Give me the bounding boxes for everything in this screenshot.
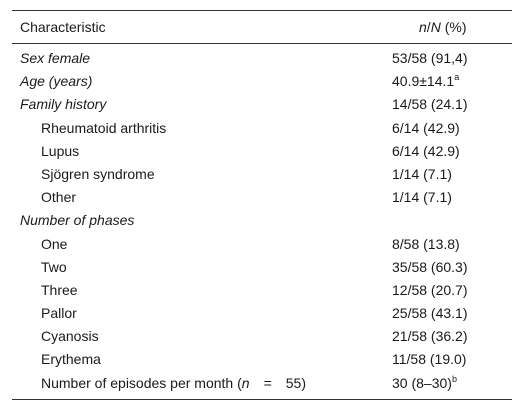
table-header: Characteristic n/N (%) [12,11,512,44]
header-pct: (%) [440,19,467,35]
table-row: Cyanosis 21/58 (36.2) [12,325,512,348]
table-row: Three 12/58 (20.7) [12,279,512,302]
footnote-marker: a [454,72,460,83]
footnote-marker: b [451,373,457,384]
row-label: Other [41,189,77,206]
table-row: Sjögren syndrome 1/14 (7.1) [12,163,512,186]
row-value: 8/58 (13.8) [392,235,460,252]
header-n-over-n: n/N (%) [419,19,466,35]
row-label: Erythema [41,351,101,368]
table-row: Other 1/14 (7.1) [12,186,512,209]
row-label-eq: = [263,374,272,391]
row-label-num: 55) [285,374,306,391]
table-row: Sex female 53/58 (91,4) [12,47,512,70]
table-body: Sex female 53/58 (91,4) Age (years) 40.9… [12,44,512,395]
table-bottom-rule [12,398,512,400]
row-label: Sex female [20,50,91,66]
table-row: Number of phases [12,209,512,232]
table-row: Erythema 11/58 (19.0) [12,348,512,371]
row-value: 25/58 (43.1) [392,305,468,322]
header-characteristic: Characteristic [20,19,106,35]
table-row: Two 35/58 (60.3) [12,256,512,279]
row-value: 35/58 (60.3) [392,258,468,275]
row-value: 6/14 (42.9) [392,119,460,136]
row-label: Lupus [41,142,80,159]
row-label: Rheumatoid arthritis [41,119,167,136]
table-row: Lupus 6/14 (42.9) [12,140,512,163]
characteristics-table: Characteristic n/N (%) Sex female 53/58 … [12,10,512,400]
row-value: 1/14 (7.1) [392,165,452,182]
row-label: Pallor [41,305,77,322]
table-row: Rheumatoid arthritis 6/14 (42.9) [12,117,512,140]
row-label: Cyanosis [41,328,99,345]
row-value: 40.9±14.1a [392,72,460,90]
row-value: 30 (8–30)b [392,373,457,391]
row-label: Age (years) [20,73,93,90]
table-row: Pallor 25/58 (43.1) [12,302,512,325]
row-value: 1/14 (7.1) [392,189,452,206]
table-row: One 8/58 (13.8) [12,233,512,256]
header-slash: / [426,19,431,35]
row-value: 11/58 (19.0) [392,351,467,368]
row-label: One [41,235,68,252]
row-label: Number of phases [20,212,135,229]
row-label-n: n [241,374,250,391]
row-value-text: 30 (8–30) [392,374,452,391]
header-n: n [419,19,427,35]
row-value: 21/58 (36.2) [392,328,468,345]
table-row: Family history 14/58 (24.1) [12,93,512,116]
row-label: Sjögren syndrome [41,165,155,182]
table-row: Number of episodes per month (n = 55) 30 (… [12,372,512,395]
row-label: Three [41,281,78,298]
row-label: Number of episodes per month (n = 55) [41,375,306,391]
row-value: 53/58 (91,4) [392,50,468,66]
row-value: 14/58 (24.1) [392,96,468,113]
table-row: Age (years) 40.9±14.1a [12,70,512,93]
row-label-prefix: Number of episodes per month ( [41,374,242,391]
table-top-rule [12,10,512,11]
row-value: 6/14 (42.9) [392,142,460,159]
row-value: 12/58 (20.7) [392,281,468,298]
row-label: Two [41,258,67,275]
row-value-text: 40.9±14.1 [392,73,455,90]
row-label: Family history [20,96,107,113]
header-N: N [430,19,441,35]
